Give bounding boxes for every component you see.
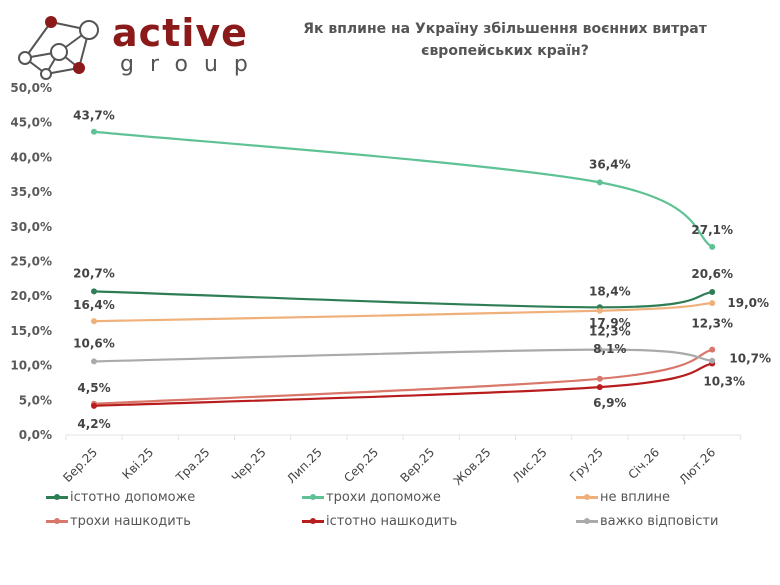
x-tick-label: Тра.25	[173, 445, 213, 485]
x-tick-label: Лис.25	[510, 445, 550, 485]
series-1-line	[93, 130, 713, 248]
series-1-point	[91, 128, 97, 135]
legend-label: трохи нашкодить	[70, 514, 191, 529]
series-1-data-label: 43,7%	[73, 109, 115, 123]
series-4-data-label: 6,9%	[593, 396, 626, 410]
x-tick-label: Вер.25	[397, 445, 437, 485]
series-5-data-label: 10,7%	[729, 352, 771, 366]
legend-item: істотно допоможе	[46, 490, 195, 505]
x-tick-label: Кві.25	[120, 445, 157, 482]
y-tick-label: 5,0%	[19, 393, 52, 407]
legend-marker-icon	[302, 494, 324, 500]
x-tick-label: Чер.25	[229, 445, 269, 485]
series-2-data-label: 19,0%	[727, 296, 769, 310]
x-tick-label: Бер.25	[60, 445, 100, 485]
series-5-line	[93, 348, 713, 363]
series-2-data-label: 16,4%	[73, 298, 115, 312]
series-4-data-label: 4,2%	[77, 417, 110, 431]
series-3-line	[93, 348, 713, 405]
brand-name: active	[112, 11, 248, 55]
legend-label: істотно допоможе	[70, 490, 196, 505]
series-0-line	[93, 290, 713, 309]
series-5-point	[709, 357, 716, 364]
series-4-point	[596, 384, 603, 391]
legend-marker-icon	[576, 518, 598, 524]
series-3-point	[596, 375, 603, 382]
series-3-data-label: 8,1%	[593, 342, 626, 356]
x-tick-label: Гру.25	[567, 445, 606, 484]
x-axis: Бер.25 Кві.25 Тра.25 Чер.25 Лип.25 Сер.25 Вер.…	[60, 434, 741, 488]
legend-item: важко відповісти	[576, 514, 718, 529]
y-tick-label: 35,0%	[10, 185, 52, 199]
series-0-data-label: 18,4%	[589, 284, 631, 298]
y-tick-label: 10,0%	[10, 359, 52, 373]
chart-title-line1: Як вплине на Україну збільшення воєнних …	[303, 21, 707, 37]
brand-subtitle: group	[120, 52, 264, 77]
legend-item: трохи нашкодить	[46, 514, 191, 529]
active-group-logo: active group	[14, 8, 248, 84]
y-tick-label: 30,0%	[10, 220, 52, 234]
data-labels: 20,7% 18,4% 20,6% 43,7% 36,4% 27,1% 16,4% 17,9%…	[73, 109, 771, 431]
legend-marker-icon	[302, 518, 324, 524]
legend-marker-icon	[576, 494, 598, 500]
x-tick-label: Лип.25	[284, 445, 325, 486]
y-axis: 0,0% 5,0% 10,0% 15,0% 20,0% 25,0% 30,0% 35,0% 40…	[10, 81, 52, 442]
x-tick-label: Лют.26	[676, 445, 718, 487]
x-tick-label: Січ.26	[625, 445, 662, 482]
y-tick-label: 40,0%	[10, 150, 52, 164]
series-0-data-label: 20,7%	[73, 266, 115, 280]
series-1-point	[709, 243, 716, 250]
series-1-point	[596, 179, 603, 186]
y-tick-label: 25,0%	[10, 255, 52, 269]
x-tick-label: Жов.25	[451, 445, 494, 488]
legend-label: істотно нашкодить	[326, 514, 458, 529]
series-4-data-label: 10,3%	[703, 375, 745, 389]
series-5-data-label: 12,3%	[589, 325, 631, 339]
series-lines	[91, 128, 716, 409]
series-2-line	[93, 302, 713, 323]
legend-item: трохи допоможе	[302, 490, 441, 505]
x-tick-label: Сер.25	[341, 445, 381, 485]
series-2-point	[709, 300, 716, 307]
y-tick-label: 50,0%	[10, 81, 52, 95]
series-3-point	[709, 346, 716, 353]
series-1-data-label: 36,4%	[589, 157, 631, 171]
legend-label: трохи допоможе	[326, 490, 441, 505]
series-4-line	[93, 362, 713, 407]
legend-item: істотно нашкодить	[302, 514, 457, 529]
legend-label: важко відповісти	[600, 514, 719, 529]
legend-marker-icon	[46, 518, 68, 524]
legend-item: не вплине	[576, 490, 670, 505]
network-logo-icon	[18, 16, 99, 80]
series-5-point	[91, 358, 97, 365]
y-tick-label: 15,0%	[10, 324, 52, 338]
series-0-data-label: 20,6%	[691, 267, 733, 281]
series-2-point	[91, 318, 97, 325]
chart-title-line2: європейських країн?	[421, 43, 589, 59]
series-0-point	[709, 289, 716, 296]
chart-title: Як вплине на Україну збільшення воєнних …	[255, 18, 755, 62]
series-2-data-label: 17,9%	[589, 316, 631, 330]
series-5-point	[596, 346, 603, 353]
series-4-point	[91, 402, 97, 409]
series-3-data-label: 4,5%	[77, 381, 110, 395]
y-tick-label: 0,0%	[19, 428, 52, 442]
series-2-point	[596, 307, 603, 314]
y-tick-label: 45,0%	[10, 116, 52, 130]
y-tick-label: 20,0%	[10, 289, 52, 303]
series-0-point	[91, 288, 97, 295]
legend-label: не вплине	[600, 490, 671, 505]
legend-marker-icon	[46, 494, 68, 500]
series-3-data-label: 12,3%	[691, 317, 733, 331]
series-1-data-label: 27,1%	[691, 223, 733, 237]
series-5-data-label: 10,6%	[73, 336, 115, 350]
